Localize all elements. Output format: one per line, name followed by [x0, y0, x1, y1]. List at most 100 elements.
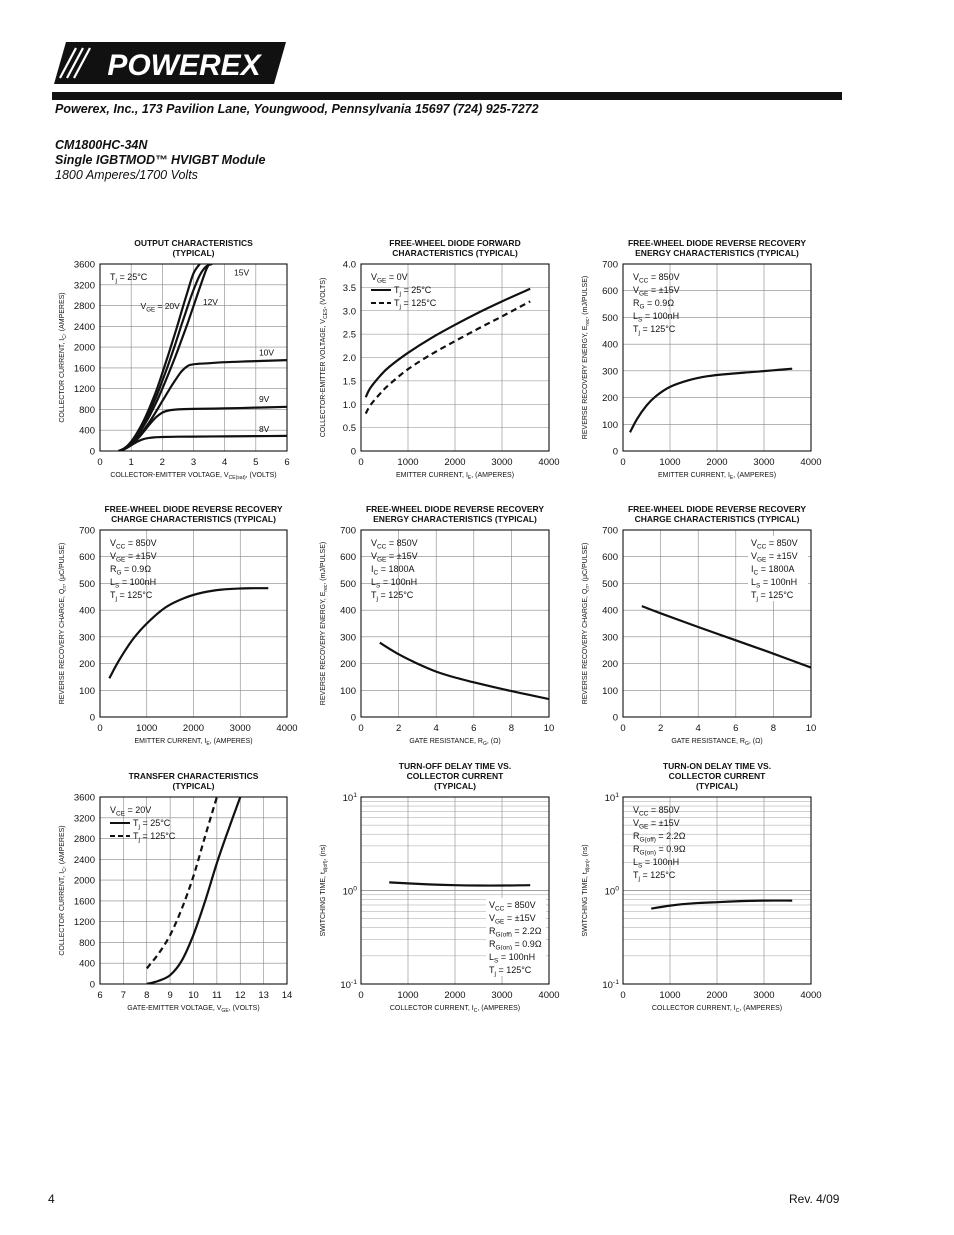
legend-entry: Tj = 25°C — [110, 272, 148, 285]
y-tick-label: 101 — [605, 792, 620, 804]
y-tick-label: 1600 — [74, 896, 95, 907]
legend-entry: Tj = 125°C — [633, 324, 676, 337]
legend-bg — [748, 536, 808, 549]
y-tick-label: 400 — [602, 340, 618, 351]
legend-entry: Tj = 125°C — [489, 965, 532, 978]
legend-entry: Tj = 125°C — [394, 298, 437, 311]
y-tick-label: 1200 — [74, 917, 95, 928]
legend: Tj = 25°C — [110, 272, 148, 285]
legend-bg — [748, 562, 808, 575]
y-tick-label: 0.5 — [343, 423, 356, 434]
y-tick-label: 600 — [602, 286, 618, 297]
x-tick-label: 1000 — [397, 457, 418, 468]
x-tick-label: 2 — [160, 457, 165, 468]
x-tick-label: 8 — [144, 990, 149, 1001]
series-line — [364, 287, 531, 398]
y-tick-label: 10-1 — [340, 979, 357, 991]
legend-entry: LS = 100nH — [110, 577, 156, 590]
legend-entry: LS = 100nH — [633, 311, 679, 324]
y-tick-label: 2000 — [74, 343, 95, 354]
x-tick-label: 10 — [544, 723, 555, 734]
y-tick-label: 2000 — [74, 876, 95, 887]
legend-entry: IC = 1800A — [751, 564, 794, 577]
chart-title-line: (TYPICAL) — [172, 248, 214, 258]
y-tick-label: 2800 — [74, 834, 95, 845]
x-tick-label: 6 — [733, 723, 738, 734]
x-tick-label: 1000 — [136, 723, 157, 734]
plot-frame — [99, 529, 288, 718]
y-tick-label: 1.0 — [343, 400, 356, 411]
x-tick-label: 0 — [97, 723, 102, 734]
legend-entry: Tj = 125°C — [751, 590, 794, 603]
y-tick-label: 3600 — [74, 260, 95, 271]
y-tick-label: 0 — [613, 713, 618, 724]
y-tick-label: 400 — [79, 606, 95, 617]
x-tick-label: 2000 — [444, 990, 465, 1001]
x-tick-label: 2 — [658, 723, 663, 734]
x-tick-label: 6 — [471, 723, 476, 734]
y-tick-label: 2.0 — [343, 353, 356, 364]
y-tick-label: 0 — [90, 713, 95, 724]
legend-bg — [486, 950, 546, 963]
y-tick-label: 500 — [340, 579, 356, 590]
y-tick-label: 4.0 — [343, 260, 356, 271]
chart-turn-off-delay: TURN-OFF DELAY TIME VS.COLLECTOR CURRENT… — [320, 761, 560, 1014]
curve-label: 10V — [259, 347, 274, 357]
product-rating: 1800 Amperes/1700 Volts — [55, 168, 198, 182]
x-tick-label: 4000 — [538, 457, 559, 468]
legend-entry: RG(on) = 0.9Ω — [489, 939, 542, 952]
x-tick-label: 13 — [258, 990, 269, 1001]
y-tick-label: 100 — [602, 420, 618, 431]
x-tick-label: 3000 — [491, 457, 512, 468]
x-tick-label: 12 — [235, 990, 246, 1001]
x-tick-label: 4 — [222, 457, 227, 468]
legend-bg — [748, 575, 808, 588]
y-tick-label: 700 — [602, 260, 618, 271]
chart-title-line: CHARGE CHARACTERISTICS (TYPICAL) — [635, 514, 800, 524]
x-tick-label: 0 — [620, 990, 625, 1001]
chart-title-line: CHARGE CHARACTERISTICS (TYPICAL) — [111, 514, 276, 524]
legend-entry: VGE = ±15V — [489, 913, 536, 926]
x-tick-label: 3000 — [753, 990, 774, 1001]
curve-label: 15V — [234, 267, 249, 277]
x-axis-label: COLLECTOR-EMITTER VOLTAGE, VCE(sat), (VO… — [110, 472, 276, 481]
x-tick-label: 10 — [188, 990, 199, 1001]
legend-entry: VGE = ±15V — [633, 285, 680, 298]
y-axis-label: SWITCHING TIME, td(on), (ns) — [582, 844, 591, 936]
x-tick-label: 0 — [97, 457, 102, 468]
chart-title-line: ENERGY CHARACTERISTICS (TYPICAL) — [373, 514, 537, 524]
x-tick-label: 1 — [129, 457, 134, 468]
chart-fwd-rr-energy-ie: FREE-WHEEL DIODE REVERSE RECOVERYENERGY … — [582, 238, 822, 481]
chart-title-line: ENERGY CHARACTERISTICS (TYPICAL) — [635, 248, 799, 258]
x-axis-label: GATE RESISTANCE, RG, (Ω) — [671, 738, 762, 747]
x-axis-label: COLLECTOR CURRENT, IC, (AMPERES) — [390, 1005, 520, 1014]
y-tick-label: 100 — [79, 686, 95, 697]
y-tick-label: 600 — [79, 552, 95, 563]
part-number: CM1800HC-34N — [55, 138, 148, 152]
x-tick-label: 2000 — [706, 990, 727, 1001]
legend-entry: Tj = 25°C — [394, 285, 432, 298]
legend-entry: Tj = 125°C — [133, 831, 176, 844]
plot-frame — [99, 796, 288, 985]
legend-entry: VCC = 850V — [110, 538, 157, 551]
plot-frame — [99, 263, 288, 452]
x-tick-label: 10 — [806, 723, 817, 734]
plot-frame — [360, 529, 550, 718]
x-tick-label: 6 — [284, 457, 289, 468]
x-axis-label: EMITTER CURRENT, IE, (AMPERES) — [134, 738, 252, 747]
x-axis-label: GATE RESISTANCE, RG, (Ω) — [409, 738, 500, 747]
series-line — [641, 605, 811, 669]
powerex-logo: POWEREX — [54, 42, 286, 84]
y-tick-label: 500 — [602, 579, 618, 590]
y-tick-label: 2400 — [74, 855, 95, 866]
y-tick-label: 500 — [602, 313, 618, 324]
legend-entry: LS = 100nH — [371, 577, 417, 590]
x-tick-label: 2000 — [706, 457, 727, 468]
curve-label: 12V — [203, 297, 218, 307]
chart-title-line: FREE-WHEEL DIODE REVERSE RECOVERY — [104, 504, 282, 514]
grid — [99, 796, 288, 985]
page-number: 4 — [48, 1192, 55, 1206]
